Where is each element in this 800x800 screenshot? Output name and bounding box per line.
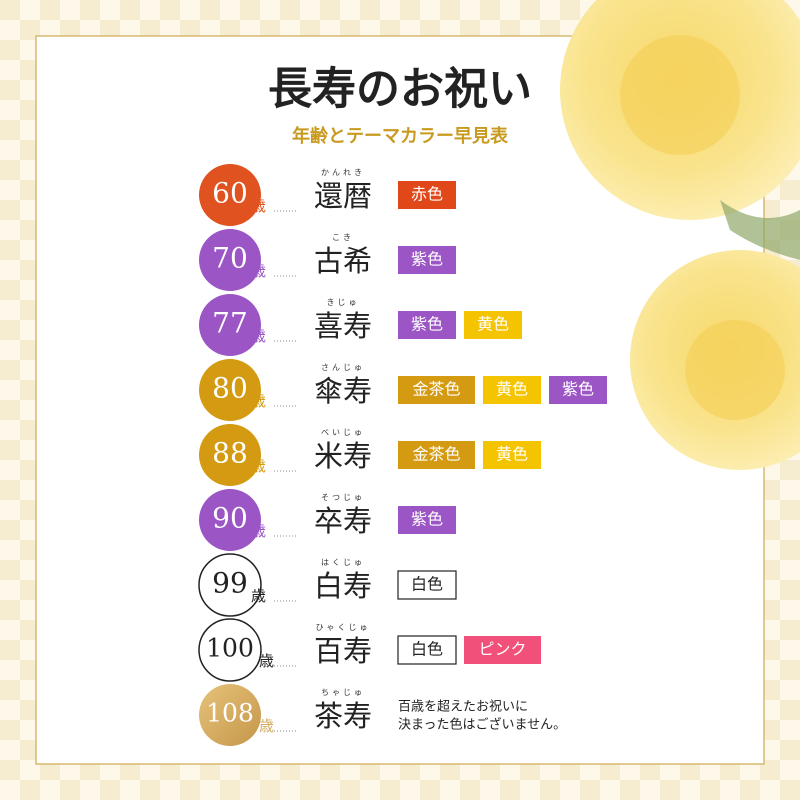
age-unit: 歳	[259, 717, 274, 735]
color-tag	[483, 441, 541, 469]
color-tag	[397, 635, 457, 665]
age-unit: 歳	[251, 262, 266, 280]
age-circle	[198, 553, 262, 617]
rose-decoration	[560, 0, 800, 470]
name: 還暦	[314, 179, 372, 213]
age-circle	[199, 359, 261, 421]
color-label: 紫色	[411, 510, 443, 529]
name: 茶寿	[314, 699, 372, 733]
age: 90	[212, 502, 248, 535]
age-unit: 歳	[251, 327, 266, 345]
color-tag	[549, 376, 607, 404]
age-unit: 歳	[251, 587, 266, 605]
age: 70	[212, 242, 248, 275]
age: 60	[212, 177, 248, 210]
color-label: 黄色	[477, 315, 509, 334]
color-tag	[398, 506, 456, 534]
age: 77	[212, 307, 248, 340]
name: 百寿	[314, 634, 372, 668]
color-label: 白色	[411, 575, 443, 594]
color-label: 紫色	[411, 315, 443, 334]
color-label: 黄色	[496, 380, 528, 399]
age: 88	[212, 437, 248, 470]
name: 傘寿	[314, 374, 372, 408]
color-tag	[398, 311, 456, 339]
color-label: 金茶色	[412, 445, 460, 464]
age-unit: 歳	[251, 392, 266, 410]
reading: そつじゅ	[321, 493, 365, 502]
color-tag	[398, 181, 456, 209]
age-unit: 歳	[251, 197, 266, 215]
age-circle	[199, 164, 261, 226]
note: 百歳を超えたお祝いに	[398, 700, 528, 715]
subtitle: 年齢とテーマカラー早見表	[292, 125, 509, 147]
reading: こき	[332, 233, 354, 242]
color-tag	[398, 441, 475, 469]
color-tag	[464, 311, 522, 339]
name: 白寿	[314, 569, 372, 603]
age: 99	[212, 567, 248, 600]
age-circle	[199, 489, 261, 551]
reading: ちゃじゅ	[321, 688, 365, 697]
age-circle	[199, 684, 261, 746]
title: 長寿のお祝い	[268, 64, 532, 115]
note: 決まった色はございません。	[398, 717, 566, 733]
color-tag	[398, 376, 475, 404]
name: 卒寿	[314, 504, 372, 538]
name: 古希	[314, 244, 372, 278]
color-label: 白色	[411, 640, 443, 659]
color-tag	[397, 570, 457, 600]
color-label: 黄色	[496, 445, 528, 464]
age: 80	[212, 372, 248, 405]
color-label: 赤色	[411, 185, 443, 204]
color-label: ピンク	[478, 640, 526, 659]
color-label: 紫色	[411, 250, 443, 269]
color-tag	[464, 636, 541, 664]
age-unit: 歳	[259, 652, 274, 670]
name: 喜寿	[314, 309, 372, 343]
color-tag	[483, 376, 541, 404]
name: 米寿	[314, 439, 372, 473]
color-label: 紫色	[562, 380, 594, 399]
age: 100	[206, 634, 254, 663]
reading: はくじゅ	[321, 558, 365, 567]
color-label: 金茶色	[412, 380, 460, 399]
reading: べいじゅ	[321, 428, 365, 437]
reading: かんれき	[321, 168, 365, 177]
reading: ひゃくじゅ	[316, 623, 371, 632]
age: 108	[206, 699, 254, 728]
age-circle	[199, 424, 261, 486]
age-unit: 歳	[251, 522, 266, 540]
reading: さんじゅ	[321, 363, 365, 372]
age-unit: 歳	[251, 457, 266, 475]
age-circle	[198, 618, 262, 682]
age-circle	[199, 229, 261, 291]
color-tag	[398, 246, 456, 274]
reading: きじゅ	[327, 298, 360, 307]
age-circle	[199, 294, 261, 356]
